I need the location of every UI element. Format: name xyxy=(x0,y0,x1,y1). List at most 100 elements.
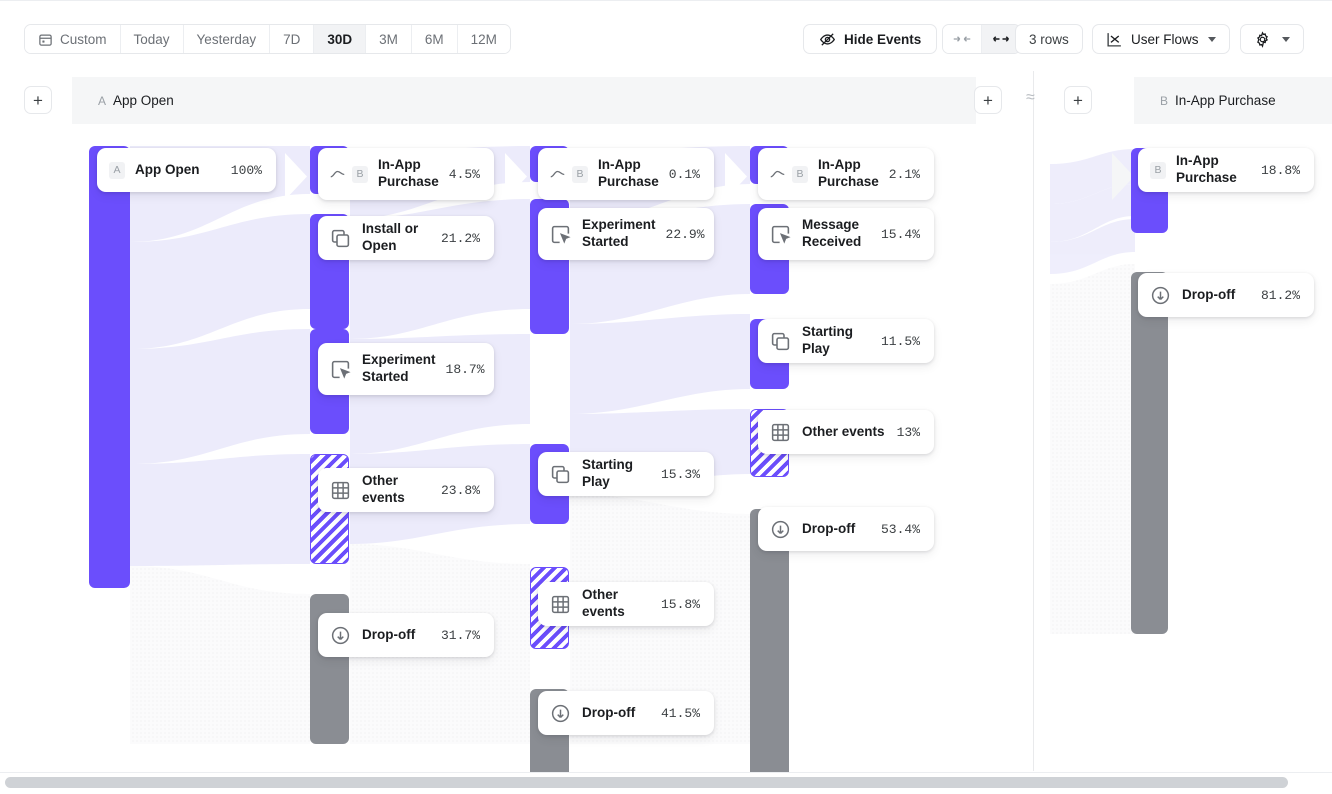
node-value: 81.2% xyxy=(1260,287,1300,303)
arrows-expand-icon xyxy=(992,36,1010,42)
node-value: 100% xyxy=(230,162,262,178)
grid-icon xyxy=(551,595,570,613)
copy-icon xyxy=(331,229,350,247)
node-value: 18.8% xyxy=(1260,162,1300,178)
date-range-12m[interactable]: 12M xyxy=(457,25,510,53)
node-drop-off-target[interactable]: Drop-off 81.2% xyxy=(1138,273,1314,317)
date-range-6m[interactable]: 6M xyxy=(411,25,458,53)
node-in-app-purchase[interactable]: B In-App Purchase 4.5% xyxy=(318,148,494,200)
node-value: 41.5% xyxy=(660,705,700,721)
chart-type-label: User Flows xyxy=(1131,31,1199,47)
grid-icon xyxy=(331,481,350,499)
node-value: 2.1% xyxy=(888,166,920,182)
step-app-open[interactable]: A App Open xyxy=(72,77,976,124)
node-value: 13% xyxy=(896,424,920,440)
grid-icon xyxy=(771,423,790,441)
node-message-received[interactable]: Message Received 15.4% xyxy=(758,208,934,260)
collapse-button[interactable] xyxy=(943,25,982,53)
bar-drop-off[interactable] xyxy=(750,509,789,772)
node-label: Drop-off xyxy=(1182,286,1236,302)
date-range-yesterday[interactable]: Yesterday xyxy=(183,25,271,53)
chevron-down-icon xyxy=(1282,36,1290,42)
node-drop-off[interactable]: Drop-off 53.4% xyxy=(758,507,934,551)
expand-button[interactable] xyxy=(982,25,1020,53)
node-value: 21.2% xyxy=(440,230,480,246)
node-in-app-purchase[interactable]: B In-App Purchase 2.1% xyxy=(758,148,934,200)
bar-drop-off-target[interactable] xyxy=(1131,272,1168,634)
node-label: Experiment Started xyxy=(582,217,656,249)
node-label: Install or Open xyxy=(362,221,419,253)
node-tag: B xyxy=(792,165,808,183)
copy-icon xyxy=(551,465,570,483)
node-label: Drop-off xyxy=(582,704,636,720)
trend-icon xyxy=(330,170,345,177)
node-drop-off[interactable]: Drop-off 31.7% xyxy=(318,613,494,657)
node-value: 22.9% xyxy=(665,226,705,242)
node-label: Other events xyxy=(802,423,885,439)
calendar-icon xyxy=(39,34,52,46)
add-step-right-button[interactable]: + xyxy=(1064,86,1092,114)
cursor-box-icon xyxy=(551,225,571,244)
node-label: In-App Purchase xyxy=(598,157,659,189)
node-value: 18.7% xyxy=(445,361,485,377)
node-in-app-purchase[interactable]: B In-App Purchase 0.1% xyxy=(538,148,714,200)
hide-events-button[interactable]: Hide Events xyxy=(803,24,938,54)
date-range-3m[interactable]: 3M xyxy=(366,25,412,53)
node-value: 23.8% xyxy=(440,482,480,498)
cursor-box-icon xyxy=(331,360,351,379)
add-step-left-button[interactable]: + xyxy=(24,86,52,114)
chart-type-dropdown[interactable]: User Flows xyxy=(1092,24,1230,54)
step-b-label: In-App Purchase xyxy=(1175,93,1276,108)
date-range-7d[interactable]: 7D xyxy=(270,25,315,53)
node-starting-play[interactable]: Starting Play 11.5% xyxy=(758,319,934,363)
step-header: A App Open B In-App Purchase xyxy=(0,77,1332,200)
node-in-app-purchase-target[interactable]: B In-App Purchase 18.8% xyxy=(1138,148,1314,192)
node-install-or-open[interactable]: Install or Open 21.2% xyxy=(318,216,494,260)
date-range-custom[interactable]: Custom xyxy=(25,25,121,53)
date-range-today[interactable]: Today xyxy=(120,25,184,53)
add-step-middle-button[interactable]: + xyxy=(974,86,1002,114)
trend-icon xyxy=(770,170,785,177)
node-other-events[interactable]: Other events 23.8% xyxy=(318,468,494,512)
horizontal-scrollbar-thumb[interactable] xyxy=(5,777,1288,788)
eye-off-icon xyxy=(819,32,836,46)
date-range-30d[interactable]: 30D xyxy=(314,25,367,53)
arrows-collapse-icon xyxy=(953,36,971,42)
node-value: 15.4% xyxy=(880,226,920,242)
drop-off-icon xyxy=(551,704,570,722)
node-value: 11.5% xyxy=(880,333,920,349)
node-label: Starting Play xyxy=(802,324,854,356)
width-toggle-group[interactable] xyxy=(942,24,1021,54)
gear-icon xyxy=(1257,30,1268,48)
sankey-canvas[interactable]: A App Open 100% B In-App Purchase 4.5% I… xyxy=(0,124,1332,772)
rows-button[interactable]: 3 rows xyxy=(1015,24,1083,54)
node-tag: B xyxy=(1150,161,1166,179)
node-value: 31.7% xyxy=(440,627,480,643)
node-label: In-App Purchase xyxy=(378,157,439,189)
node-experiment-started[interactable]: Experiment Started 18.7% xyxy=(318,343,494,395)
trend-icon xyxy=(550,170,565,177)
step-in-app-purchase[interactable]: B In-App Purchase xyxy=(1134,77,1332,124)
cursor-box-icon xyxy=(771,225,791,244)
node-experiment-started[interactable]: Experiment Started 22.9% xyxy=(538,208,714,260)
date-range-selector[interactable]: Custom Today Yesterday 7D 30D 3M 6M 12M xyxy=(24,24,511,54)
step-a-tag: A xyxy=(98,93,107,108)
toolbar: Custom Today Yesterday 7D 30D 3M 6M 12M … xyxy=(0,1,1332,77)
node-label: In-App Purchase xyxy=(1176,153,1237,185)
node-label: Drop-off xyxy=(802,520,856,536)
node-value: 15.3% xyxy=(660,466,700,482)
node-value: 53.4% xyxy=(880,521,920,537)
copy-icon xyxy=(771,332,790,350)
sankey-icon xyxy=(1107,32,1121,47)
node-app-open[interactable]: A App Open 100% xyxy=(97,148,276,192)
node-drop-off[interactable]: Drop-off 41.5% xyxy=(538,691,714,735)
node-label: Message Received xyxy=(802,217,862,249)
settings-button[interactable] xyxy=(1240,24,1304,54)
node-other-events[interactable]: Other events 15.8% xyxy=(538,582,714,626)
node-label: Starting Play xyxy=(582,457,634,489)
bar-app-open[interactable] xyxy=(89,146,130,588)
node-other-events[interactable]: Other events 13% xyxy=(758,410,934,454)
hide-events-label: Hide Events xyxy=(844,31,922,47)
node-starting-play[interactable]: Starting Play 15.3% xyxy=(538,452,714,496)
